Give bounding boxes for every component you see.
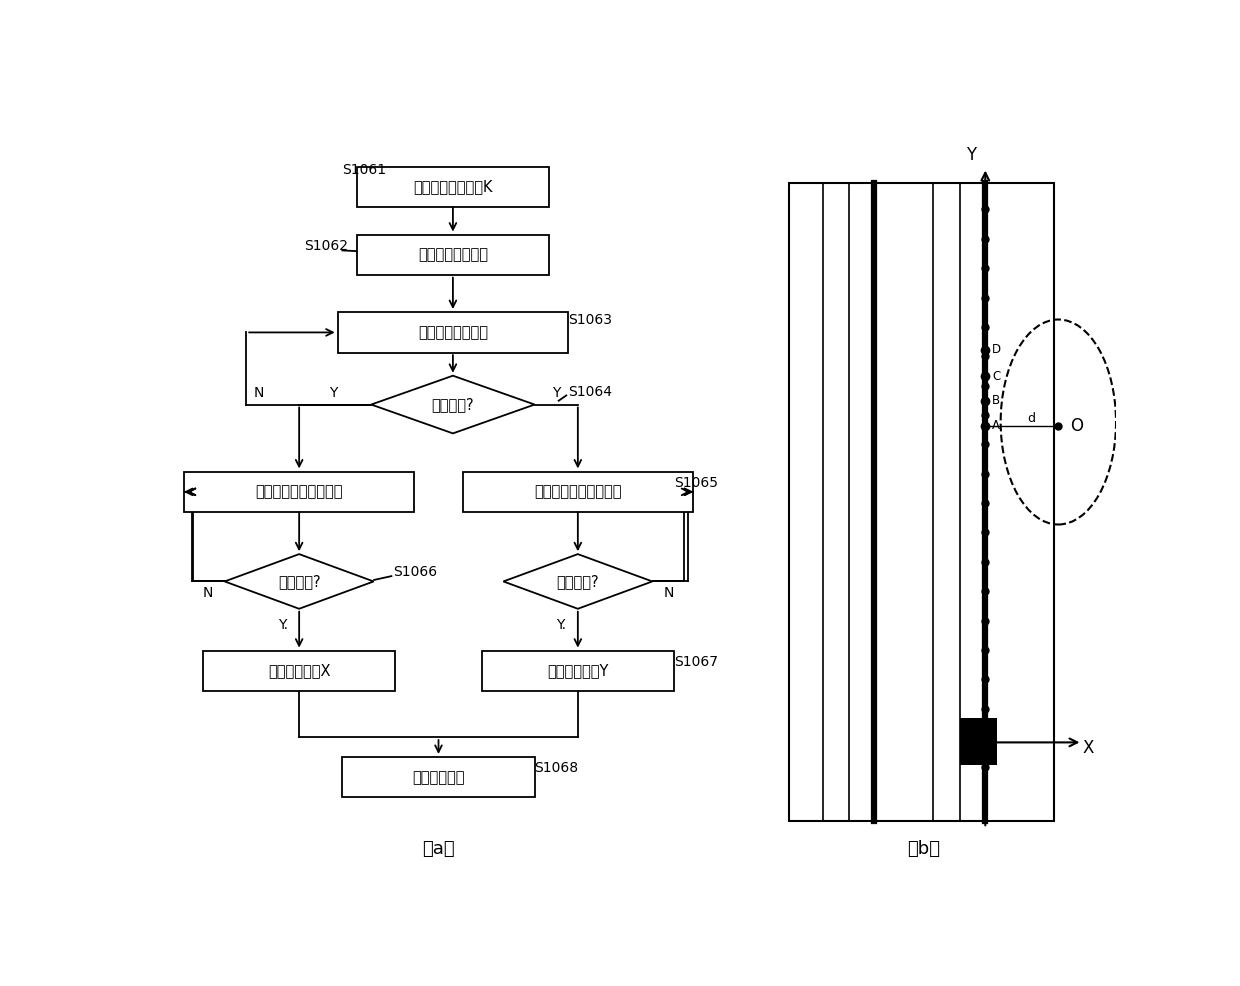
Polygon shape — [503, 554, 652, 608]
Text: 距离影响因子X: 距离影响因子X — [268, 664, 330, 678]
Text: Y: Y — [329, 387, 337, 400]
Text: 区域终点?: 区域终点? — [278, 574, 320, 589]
Text: X: X — [1083, 740, 1094, 757]
Text: S1067: S1067 — [675, 655, 718, 669]
FancyBboxPatch shape — [357, 235, 549, 275]
Text: 计算单点状态影响因子: 计算单点状态影响因子 — [534, 484, 621, 499]
Text: A: A — [992, 419, 999, 432]
Text: O: O — [1070, 417, 1083, 435]
Text: （b）: （b） — [908, 840, 940, 858]
Polygon shape — [371, 376, 534, 434]
Text: （a）: （a） — [422, 840, 455, 858]
Text: Y.: Y. — [557, 617, 567, 632]
Text: C: C — [992, 370, 1001, 383]
Bar — [789, 182, 1054, 820]
Text: S1064: S1064 — [568, 385, 613, 398]
Text: S1063: S1063 — [568, 313, 613, 326]
FancyBboxPatch shape — [342, 757, 534, 798]
Text: S1066: S1066 — [393, 565, 438, 580]
Text: Y.: Y. — [278, 617, 288, 632]
Text: 区域终点?: 区域终点? — [557, 574, 599, 589]
Text: 总体影响因子: 总体影响因子 — [412, 770, 465, 785]
Text: 定义事件影响系数K: 定义事件影响系数K — [413, 179, 492, 194]
Polygon shape — [224, 554, 373, 608]
Text: S1062: S1062 — [304, 239, 348, 252]
FancyBboxPatch shape — [357, 167, 549, 207]
Bar — [960, 718, 997, 765]
Text: D: D — [992, 343, 1001, 356]
Text: 遍历规划路径路点: 遍历规划路径路点 — [418, 325, 487, 340]
Text: S1068: S1068 — [534, 761, 579, 775]
Text: N: N — [663, 586, 675, 599]
FancyBboxPatch shape — [337, 313, 568, 353]
FancyBboxPatch shape — [203, 651, 396, 691]
Text: 事件区域?: 事件区域? — [432, 397, 474, 412]
Text: N: N — [254, 387, 264, 400]
Text: B: B — [992, 394, 1001, 407]
Text: S1065: S1065 — [675, 476, 718, 490]
Text: 计算单点距离影响因子: 计算单点距离影响因子 — [255, 484, 343, 499]
Text: 状态影响因子Y: 状态影响因子Y — [547, 664, 609, 678]
Text: d: d — [1028, 412, 1035, 425]
FancyBboxPatch shape — [463, 471, 693, 512]
Text: S1061: S1061 — [342, 163, 387, 176]
Text: Y: Y — [966, 146, 976, 164]
FancyBboxPatch shape — [481, 651, 675, 691]
FancyBboxPatch shape — [184, 471, 414, 512]
Text: 计算辐射梯度函数: 计算辐射梯度函数 — [418, 247, 487, 262]
Text: N: N — [202, 586, 213, 599]
Text: Y: Y — [553, 387, 560, 400]
